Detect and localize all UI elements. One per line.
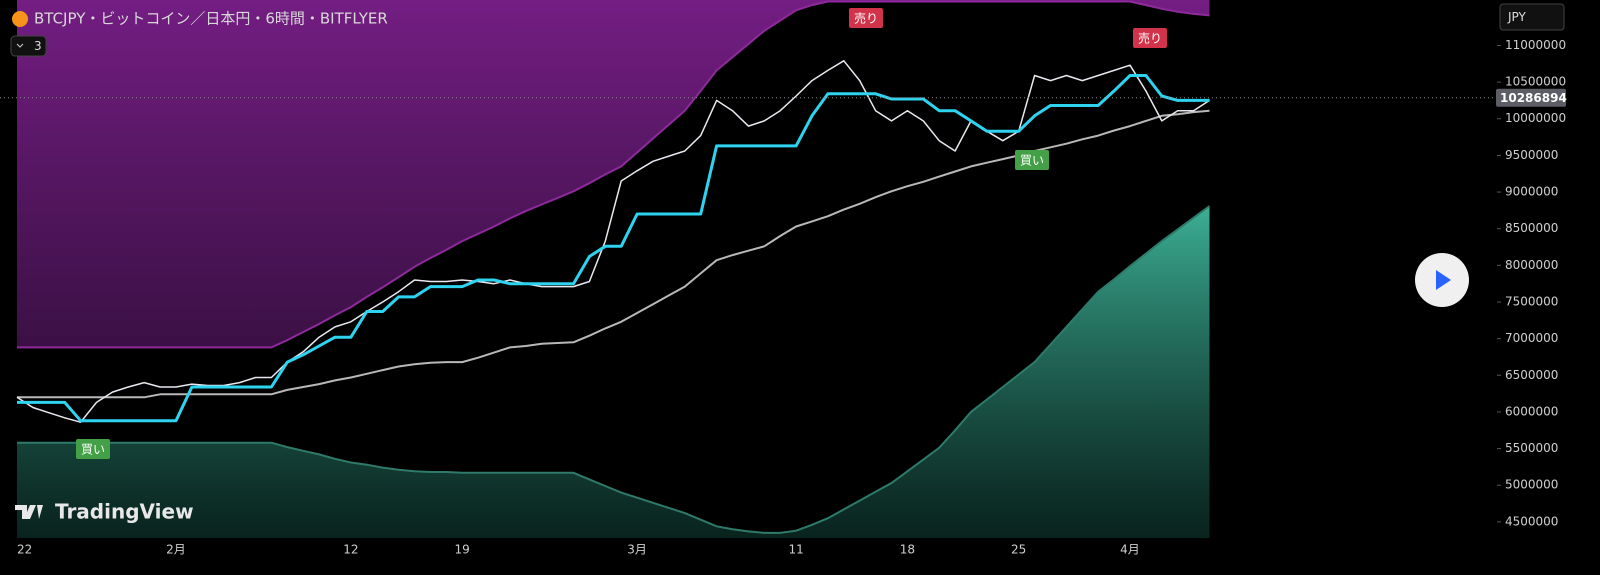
signal-box xyxy=(76,439,110,459)
y-tick-label: 5500000 xyxy=(1505,441,1558,455)
y-tick-label: 5000000 xyxy=(1505,478,1558,492)
play-icon xyxy=(1436,270,1451,290)
y-tick-label: 9000000 xyxy=(1505,185,1558,199)
coin-icon xyxy=(12,11,28,27)
y-tick-label: 10000000 xyxy=(1505,111,1566,125)
y-tick-label: 6500000 xyxy=(1505,368,1558,382)
x-tick-label: 11 xyxy=(788,543,803,557)
chart-title: BTCJPY・ビットコイン／日本円・6時間・BITFLYER xyxy=(34,10,388,28)
series-line xyxy=(17,74,1210,423)
title-bar: BTCJPY・ビットコイン／日本円・6時間・BITFLYER xyxy=(12,10,388,28)
toggle-box[interactable] xyxy=(10,35,47,57)
play-button[interactable] xyxy=(1415,253,1469,307)
band-line xyxy=(17,205,1211,534)
x-tick-label: 12 xyxy=(343,543,358,557)
plot-area xyxy=(0,0,1495,538)
signal-label: 売り xyxy=(854,11,878,26)
x-tick-label: 3月 xyxy=(627,543,647,557)
brand: TradingView xyxy=(15,500,194,524)
y-tick-label: 8000000 xyxy=(1505,258,1558,272)
x-tick-label: 22 xyxy=(17,543,32,557)
currency: JPY xyxy=(1507,10,1527,24)
currency-button[interactable]: JPY xyxy=(1499,3,1565,31)
last-price-label: 10286894 xyxy=(1500,91,1567,105)
brand-logo xyxy=(15,505,43,519)
indicator-toggle[interactable]: 3 xyxy=(10,35,47,57)
chevron xyxy=(16,43,24,48)
band-area xyxy=(17,0,1210,348)
last-price-tag xyxy=(1496,88,1566,107)
series-line xyxy=(17,109,1210,399)
y-tick-label: 6000000 xyxy=(1505,404,1558,418)
signal-label: 売り xyxy=(1138,31,1162,46)
y-tick-label: 9500000 xyxy=(1505,148,1558,162)
y-tick-label: 7000000 xyxy=(1505,331,1558,345)
band-area xyxy=(17,206,1210,538)
signal-box xyxy=(1133,28,1167,48)
currency-box[interactable] xyxy=(1499,3,1565,31)
signal-label: 買い xyxy=(81,443,105,457)
x-tick-label: 19 xyxy=(455,543,470,557)
x-tick-label: 25 xyxy=(1011,543,1026,557)
brand-name: TradingView xyxy=(55,500,194,524)
y-tick-label: 8500000 xyxy=(1505,221,1558,235)
signal-label: 買い xyxy=(1020,154,1044,168)
y-tick-label: 4500000 xyxy=(1505,514,1558,528)
x-tick-label: 18 xyxy=(900,543,915,557)
x-tick-label: 4月 xyxy=(1120,543,1140,557)
band-line xyxy=(17,0,1210,349)
price-axis: 4500000 5000000 5500000 6000000 6500000 70000… xyxy=(1496,38,1567,528)
y-tick-label: 7500000 xyxy=(1505,294,1558,308)
toggle-count: 3 xyxy=(34,39,42,53)
signal-box xyxy=(1015,150,1049,170)
x-tick-label: 2月 xyxy=(166,543,186,557)
y-tick-label: 11000000 xyxy=(1505,38,1566,52)
y-tick-label: 10500000 xyxy=(1505,75,1566,89)
signal-box xyxy=(849,8,883,28)
